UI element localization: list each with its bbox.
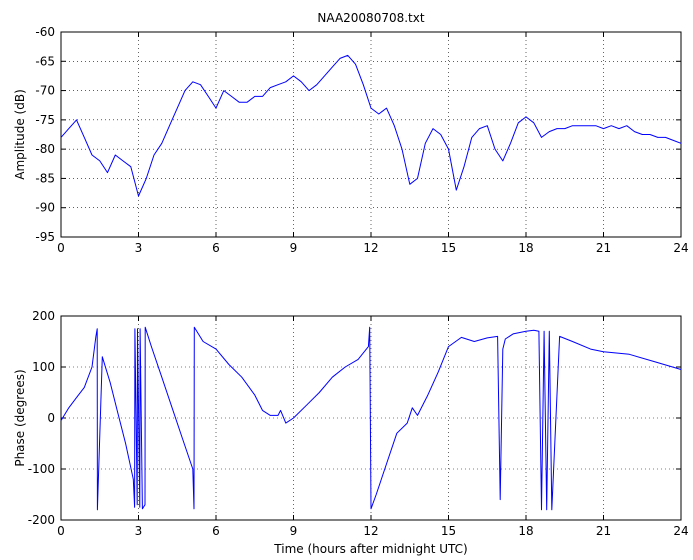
amplitude-y-tick-label: -80	[35, 142, 55, 156]
amplitude-plot-area	[60, 31, 682, 238]
amplitude-x-tick-label: 18	[518, 241, 533, 255]
amplitude-y-tick-label: -70	[35, 84, 55, 98]
amplitude-y-tick-label: -90	[35, 201, 55, 215]
phase-y-tick-label: 200	[32, 309, 55, 323]
phase-x-tick-label: 15	[441, 524, 456, 538]
phase-y-axis-label: Phase (degrees)	[13, 369, 27, 466]
amplitude-y-tick-label: -60	[35, 25, 55, 39]
amplitude-grid	[61, 32, 681, 237]
phase-x-tick-label: 9	[290, 524, 298, 538]
phase-x-tick-label: 3	[135, 524, 143, 538]
phase-series-line-0	[60, 326, 682, 511]
phase-x-axis-label: Time (hours after midnight UTC)	[273, 542, 467, 556]
amplitude-x-tick-label: 15	[441, 241, 456, 255]
phase-ticks: 0 3 6 9 12 15 18 21 24 -200 -100 0 100 200	[28, 309, 689, 538]
phase-x-tick-label: 18	[518, 524, 533, 538]
amplitude-x-tick-label: 6	[212, 241, 220, 255]
phase-x-tick-label: 21	[596, 524, 611, 538]
amplitude-x-tick-label: 0	[57, 241, 65, 255]
phase-y-tick-label: -200	[28, 513, 55, 527]
phase-plot: 0 3 6 9 12 15 18 21 24 -200 -100 0 100 200	[28, 309, 689, 538]
phase-grid	[61, 316, 681, 520]
amplitude-y-tick-label: -65	[35, 54, 55, 68]
phase-x-tick-label: 6	[212, 524, 220, 538]
phase-lines	[60, 326, 682, 511]
phase-y-tick-label: 100	[32, 360, 55, 374]
amplitude-y-axis-label: Amplitude (dB)	[13, 89, 27, 180]
amplitude-y-tick-label: -75	[35, 113, 55, 127]
chart-title: NAA20080708.txt	[317, 11, 424, 25]
phase-x-tick-label: 12	[363, 524, 378, 538]
amplitude-plot: 0 3 6 9 12 15 18 21 24 -95 -90 -85 -80 -75 -70 -65 -60	[35, 25, 688, 255]
amplitude-series-line-0	[60, 54, 682, 197]
amplitude-x-tick-label: 9	[290, 241, 298, 255]
amplitude-lines	[60, 54, 682, 197]
phase-x-tick-label: 24	[673, 524, 688, 538]
phase-y-tick-label: -100	[28, 462, 55, 476]
amplitude-x-tick-label: 21	[596, 241, 611, 255]
amplitude-x-tick-label: 24	[673, 241, 688, 255]
amplitude-y-tick-label: -95	[35, 230, 55, 244]
amplitude-x-tick-label: 3	[135, 241, 143, 255]
phase-y-tick-label: 0	[47, 411, 55, 425]
amplitude-y-tick-label: -85	[35, 171, 55, 185]
phase-x-tick-label: 0	[57, 524, 65, 538]
amplitude-ticks: 0 3 6 9 12 15 18 21 24 -95 -90 -85 -80 -75 -70 -65 -60	[35, 25, 688, 255]
amplitude-x-tick-label: 12	[363, 241, 378, 255]
